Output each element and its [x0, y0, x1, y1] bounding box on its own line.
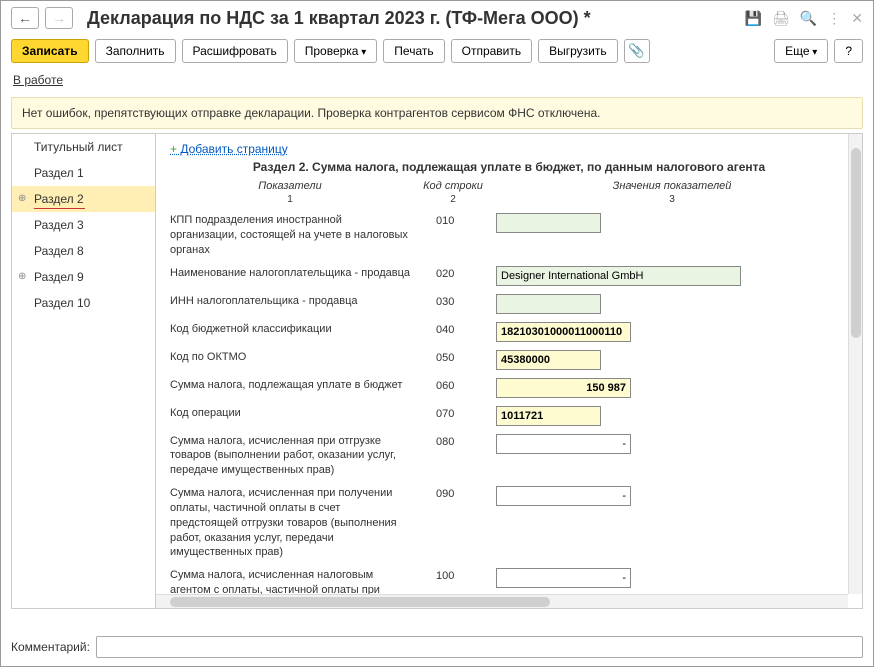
check-button[interactable]: Проверка [294, 39, 378, 63]
form-row: ИНН налогоплательщика - продавца 030 [170, 294, 848, 314]
row-code: 020 [418, 266, 488, 280]
status-bar: Нет ошибок, препятствующих отправке декл… [11, 97, 863, 129]
row-label: ИНН налогоплательщика - продавца [170, 294, 410, 309]
upload-button[interactable]: Выгрузить [538, 39, 618, 63]
form-row: Код по ОКТМО 050 [170, 350, 848, 370]
row-code: 090 [418, 486, 488, 500]
form-row: Сумма налога, подлежащая уплате в бюджет… [170, 378, 848, 398]
close-icon[interactable]: ✕ [851, 10, 863, 27]
form-row: Код операции 070 [170, 406, 848, 426]
forward-button[interactable]: → [45, 7, 73, 29]
row-field [496, 486, 848, 506]
attach-button[interactable]: 📎 [624, 39, 650, 63]
row-code: 030 [418, 294, 488, 308]
row-code: 080 [418, 434, 488, 448]
back-button[interactable]: ← [11, 7, 39, 29]
sidebar-item[interactable]: Раздел 9 [12, 264, 155, 290]
section-title: Раздел 2. Сумма налога, подлежащая уплат… [170, 160, 848, 174]
help-button[interactable]: ? [834, 39, 863, 63]
sidebar-item[interactable]: Раздел 8 [12, 238, 155, 264]
row-field [496, 322, 848, 342]
row-field [496, 350, 848, 370]
save-icon[interactable]: 💾 [745, 10, 762, 27]
menu-icon[interactable]: ⋮ [827, 10, 841, 27]
main: Титульный листРаздел 1Раздел 2Раздел 3Ра… [11, 133, 863, 609]
preview-icon[interactable]: 🔍 [800, 10, 817, 27]
col-header-2: Код строки [418, 180, 488, 192]
row-label: Код операции [170, 406, 410, 421]
header: ← → Декларация по НДС за 1 квартал 2023 … [1, 1, 873, 35]
row-label: Сумма налога, исчисленная при получении … [170, 486, 410, 560]
row-field [496, 568, 848, 588]
window-title: Декларация по НДС за 1 квартал 2023 г. (… [87, 8, 739, 29]
col-header-1: Показатели [170, 180, 410, 192]
form-row: КПП подразделения иностранной организаци… [170, 213, 848, 258]
row-input[interactable] [496, 406, 601, 426]
scrollbar-horizontal[interactable] [156, 594, 848, 608]
row-field [496, 434, 848, 454]
row-label: Наименование налогоплательщика - продавц… [170, 266, 410, 281]
col-header-3: Значения показателей [496, 180, 848, 192]
footer: Комментарий: [1, 628, 873, 666]
row-label: Сумма налога, исчисленная при отгрузке т… [170, 434, 410, 479]
header-icons: 💾 🖨 🔍 ⋮ ✕ [745, 10, 863, 27]
send-button[interactable]: Отправить [451, 39, 533, 63]
toolbar: Записать Заполнить Расшифровать Проверка… [1, 35, 873, 67]
scrollbar-vertical[interactable] [848, 134, 862, 594]
sidebar-item[interactable]: Раздел 3 [12, 212, 155, 238]
row-input[interactable] [496, 350, 601, 370]
status-link-bar: В работе [1, 67, 873, 93]
more-button[interactable]: Еще [774, 39, 828, 63]
sidebar-item[interactable]: Раздел 2 [12, 186, 155, 212]
row-input[interactable] [496, 266, 741, 286]
row-code: 070 [418, 406, 488, 420]
form-row: Код бюджетной классификации 040 [170, 322, 848, 342]
sidebar-item[interactable]: Раздел 10 [12, 290, 155, 316]
column-nums: 123 [170, 194, 848, 205]
row-code: 050 [418, 350, 488, 364]
row-input[interactable] [496, 486, 631, 506]
row-code: 040 [418, 322, 488, 336]
print-icon[interactable]: 🖨 [772, 10, 790, 27]
row-input[interactable] [496, 378, 631, 398]
status-link[interactable]: В работе [13, 73, 63, 87]
fill-button[interactable]: Заполнить [95, 39, 176, 63]
form-rows: КПП подразделения иностранной организаци… [170, 213, 848, 608]
sidebar: Титульный листРаздел 1Раздел 2Раздел 3Ра… [12, 134, 156, 608]
add-page-link[interactable]: Добавить страницу [170, 142, 288, 156]
row-label: Код по ОКТМО [170, 350, 410, 365]
row-field [496, 294, 848, 314]
decrypt-button[interactable]: Расшифровать [182, 39, 288, 63]
comment-input[interactable] [96, 636, 863, 658]
form-row: Сумма налога, исчисленная при отгрузке т… [170, 434, 848, 479]
sidebar-item[interactable]: Раздел 1 [12, 160, 155, 186]
row-field [496, 378, 848, 398]
row-input[interactable] [496, 213, 601, 233]
row-input[interactable] [496, 322, 631, 342]
form-row: Наименование налогоплательщика - продавц… [170, 266, 848, 286]
row-input[interactable] [496, 294, 601, 314]
row-code: 060 [418, 378, 488, 392]
row-label: Код бюджетной классификации [170, 322, 410, 337]
content: Добавить страницу Раздел 2. Сумма налога… [156, 134, 862, 608]
row-field [496, 213, 848, 233]
sidebar-item[interactable]: Титульный лист [12, 134, 155, 160]
row-input[interactable] [496, 434, 631, 454]
row-label: Сумма налога, подлежащая уплате в бюджет [170, 378, 410, 393]
save-button[interactable]: Записать [11, 39, 89, 63]
column-headers: Показатели Код строки Значения показател… [170, 180, 848, 192]
row-code: 010 [418, 213, 488, 227]
form-row: Сумма налога, исчисленная при получении … [170, 486, 848, 560]
row-label: КПП подразделения иностранной организаци… [170, 213, 410, 258]
row-code: 100 [418, 568, 488, 582]
print-button[interactable]: Печать [383, 39, 444, 63]
row-input[interactable] [496, 568, 631, 588]
row-field [496, 406, 848, 426]
row-field [496, 266, 848, 286]
comment-label: Комментарий: [11, 640, 90, 654]
